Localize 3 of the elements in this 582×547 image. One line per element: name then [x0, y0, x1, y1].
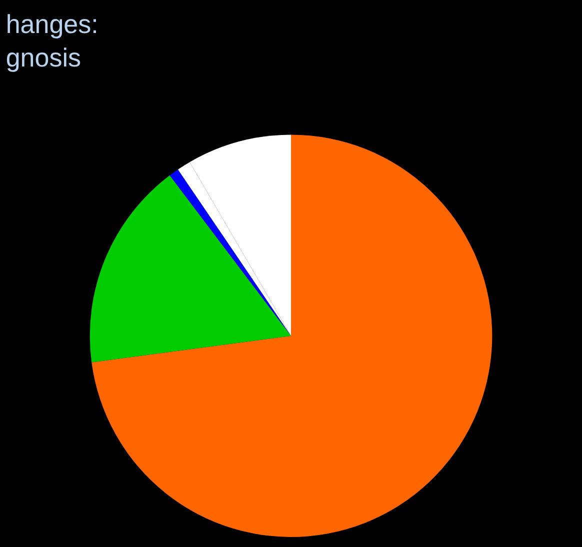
- chart-title: hanges: gnosis: [6, 8, 98, 73]
- pie-slice: [92, 134, 492, 537]
- pie-slice: [90, 175, 291, 362]
